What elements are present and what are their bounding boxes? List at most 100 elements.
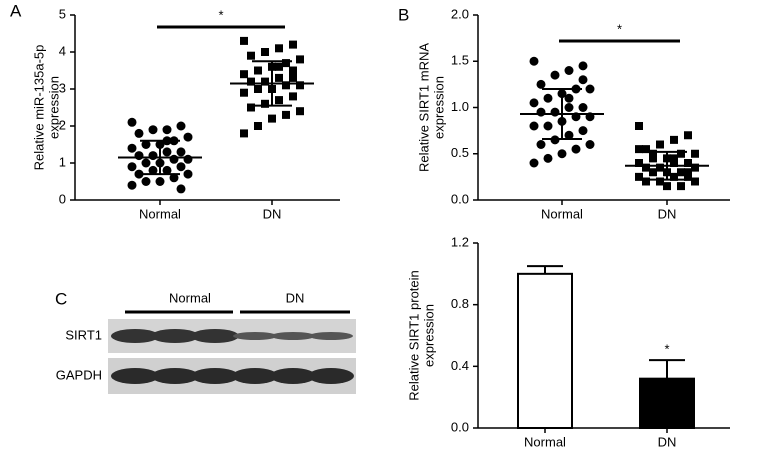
band bbox=[309, 332, 353, 340]
data-point bbox=[564, 66, 574, 75]
data-point bbox=[134, 151, 144, 161]
y-axis-label: expression bbox=[431, 76, 446, 139]
data-point bbox=[268, 114, 276, 123]
data-point bbox=[585, 84, 595, 94]
data-point bbox=[141, 140, 151, 149]
band bbox=[191, 368, 239, 384]
data-point bbox=[670, 172, 678, 181]
data-point bbox=[564, 130, 574, 140]
data-point bbox=[275, 44, 283, 53]
data-point bbox=[289, 73, 297, 82]
data-point bbox=[649, 149, 657, 158]
data-point bbox=[289, 40, 297, 49]
y-tick-label: 1.5 bbox=[451, 53, 469, 68]
data-point bbox=[677, 168, 685, 177]
data-point bbox=[543, 153, 553, 163]
blot-group: DN bbox=[286, 290, 305, 305]
data-point bbox=[240, 129, 248, 138]
band bbox=[111, 368, 159, 384]
data-point bbox=[296, 107, 304, 116]
data-point bbox=[635, 122, 643, 130]
data-point bbox=[635, 172, 643, 181]
data-point bbox=[141, 177, 151, 186]
y-tick-label: 1 bbox=[59, 154, 66, 169]
significance-label: * bbox=[664, 342, 669, 357]
data-point bbox=[183, 169, 193, 179]
data-point bbox=[585, 140, 595, 149]
data-point bbox=[578, 126, 588, 136]
band bbox=[233, 332, 277, 340]
panel-letter: A bbox=[10, 1, 22, 20]
data-point bbox=[261, 48, 269, 56]
x-tick-label: DN bbox=[658, 206, 677, 221]
data-point bbox=[127, 162, 137, 172]
data-point bbox=[162, 147, 172, 157]
data-point bbox=[557, 149, 567, 159]
data-point bbox=[134, 169, 144, 179]
data-point bbox=[169, 173, 179, 183]
y-tick-label: 1.0 bbox=[451, 99, 469, 114]
data-point bbox=[663, 182, 671, 191]
data-point bbox=[240, 36, 248, 45]
data-point bbox=[550, 107, 560, 117]
data-point bbox=[275, 73, 283, 82]
data-point bbox=[254, 66, 262, 75]
data-point bbox=[691, 177, 699, 186]
data-point bbox=[691, 149, 699, 158]
y-tick-label: 0.4 bbox=[451, 358, 469, 373]
data-point bbox=[254, 85, 262, 93]
data-point bbox=[261, 99, 269, 108]
data-point bbox=[642, 145, 650, 154]
data-point bbox=[684, 159, 692, 167]
data-point bbox=[656, 163, 664, 172]
y-tick-label: 4 bbox=[59, 43, 66, 58]
data-point bbox=[289, 92, 297, 101]
data-point bbox=[240, 70, 248, 79]
data-point bbox=[670, 159, 678, 167]
data-point bbox=[684, 172, 692, 181]
data-point bbox=[529, 121, 539, 131]
data-point bbox=[642, 177, 650, 186]
y-tick-label: 2.0 bbox=[451, 6, 469, 21]
blot-row-label: GAPDH bbox=[56, 367, 102, 382]
blot-group: Normal bbox=[169, 290, 211, 305]
y-axis-label: Relative SIRT1 mRNA bbox=[416, 43, 431, 172]
band bbox=[151, 368, 199, 384]
bar bbox=[517, 272, 573, 430]
blot-row-label: SIRT1 bbox=[65, 327, 102, 342]
data-point bbox=[169, 154, 179, 164]
data-point bbox=[134, 128, 144, 138]
data-point bbox=[176, 147, 186, 157]
data-point bbox=[543, 121, 553, 131]
data-point bbox=[677, 149, 685, 158]
y-tick-label: 0 bbox=[59, 191, 66, 206]
data-point bbox=[296, 81, 304, 90]
y-tick-label: 0.5 bbox=[451, 145, 469, 160]
data-point bbox=[148, 151, 158, 161]
data-point bbox=[670, 135, 678, 144]
significance-label: * bbox=[617, 21, 622, 36]
data-point bbox=[543, 93, 553, 103]
x-tick-label: DN bbox=[658, 434, 677, 449]
y-tick-label: 1.2 bbox=[451, 234, 469, 249]
data-point bbox=[691, 163, 699, 172]
data-point bbox=[684, 131, 692, 140]
data-point bbox=[677, 182, 685, 191]
data-point bbox=[635, 145, 643, 154]
data-point bbox=[162, 165, 172, 175]
data-point bbox=[282, 59, 290, 68]
y-axis-label: expression bbox=[46, 76, 61, 139]
data-point bbox=[183, 154, 193, 164]
band bbox=[232, 368, 278, 384]
data-point bbox=[642, 163, 650, 172]
data-point bbox=[578, 103, 588, 112]
data-point bbox=[282, 81, 290, 90]
data-point bbox=[275, 96, 283, 105]
data-point bbox=[127, 180, 137, 190]
y-axis-label: expression bbox=[421, 304, 436, 367]
blot-image bbox=[108, 319, 356, 394]
data-point bbox=[247, 103, 255, 112]
band bbox=[271, 332, 315, 340]
